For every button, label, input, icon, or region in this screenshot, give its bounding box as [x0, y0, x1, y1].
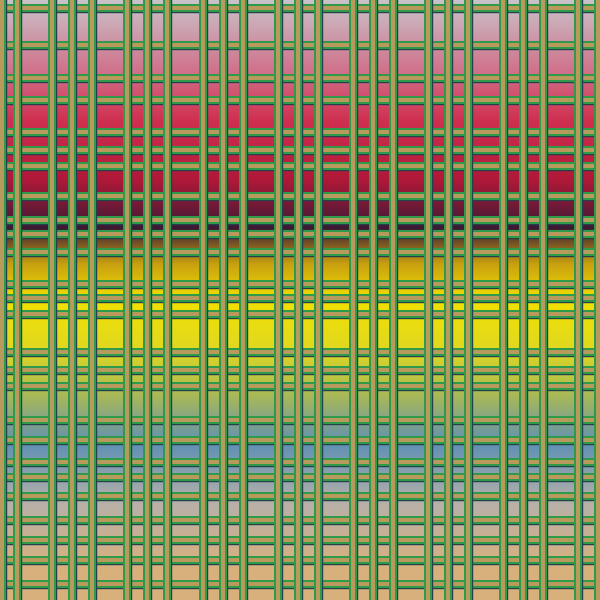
vertical-bar: [219, 0, 229, 600]
vertical-bar: [499, 0, 509, 600]
vertical-bar: [143, 0, 153, 600]
vertical-bar: [464, 0, 474, 600]
vertical-bar: [0, 0, 8, 600]
vertical-bar: [199, 0, 209, 600]
vertical-bar: [369, 0, 379, 600]
vertical-bar: [389, 0, 399, 600]
vertical-bar: [519, 0, 529, 600]
vertical-bar: [314, 0, 324, 600]
vertical-bar: [444, 0, 454, 600]
vertical-bar: [349, 0, 359, 600]
vertical-bar: [123, 0, 133, 600]
vertical-bar: [68, 0, 78, 600]
vertical-bar: [274, 0, 284, 600]
vertical-bar: [574, 0, 584, 600]
vertical-bar: [294, 0, 304, 600]
vertical-bar: [424, 0, 434, 600]
vertical-bar: [13, 0, 23, 600]
vertical-bar: [88, 0, 98, 600]
vertical-bar: [539, 0, 549, 600]
vertical-bar: [239, 0, 249, 600]
vertical-bar: [594, 0, 600, 600]
vertical-bar: [48, 0, 58, 600]
vertical-bar: [163, 0, 173, 600]
